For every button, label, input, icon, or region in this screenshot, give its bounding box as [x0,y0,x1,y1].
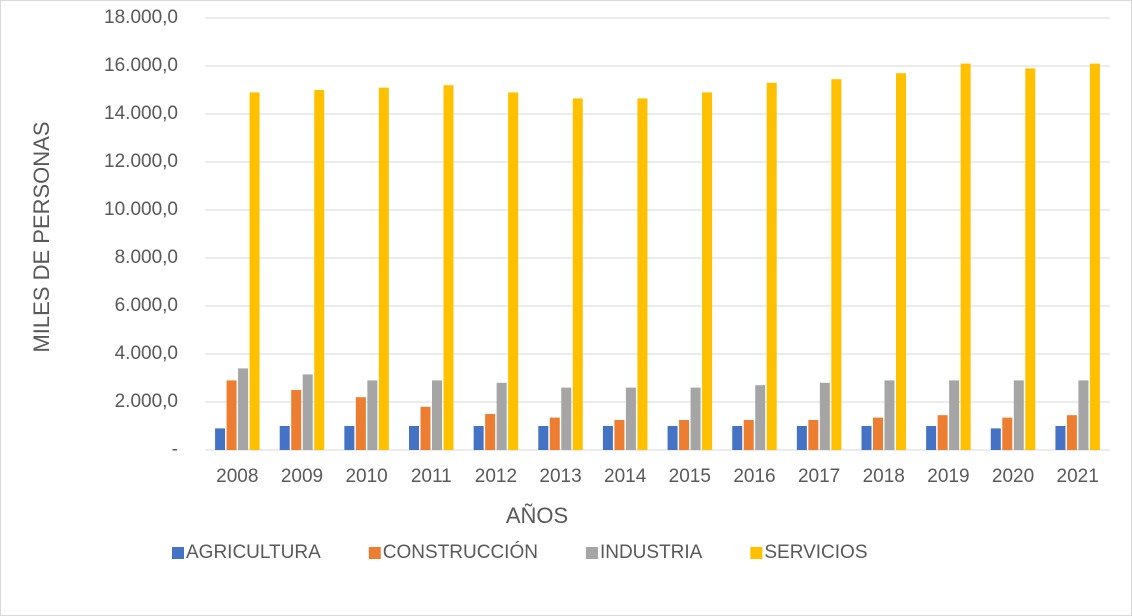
bar [667,426,678,450]
x-tick-label: 2019 [927,466,969,487]
bar [796,426,807,450]
x-axis-title: AÑOS [506,503,568,528]
y-tick-label: 4.000,0 [115,343,178,364]
bar [637,98,648,451]
bar [679,420,690,450]
bar [549,417,560,450]
bar [420,406,431,450]
y-axis-title: MILES DE PERSONAS [29,121,54,352]
bar [496,382,507,450]
bar [473,426,484,450]
y-tick-label: 16.000,0 [104,55,178,76]
bar [355,397,366,450]
bar [1013,380,1024,450]
bar [861,426,872,450]
x-tick-label: 2017 [798,466,840,487]
bar [755,385,766,450]
bar [884,380,895,450]
bar [1055,426,1066,450]
legend-label: AGRICULTURA [186,542,321,563]
bar [249,92,260,451]
x-tick-label: 2014 [604,466,647,487]
bar [561,387,572,450]
bar [732,426,743,450]
legend-swatch [585,547,598,559]
bar [226,380,237,450]
bar [831,79,842,450]
bar [819,382,830,450]
legend-swatch [172,547,184,559]
legend-label: INDUSTRIA [600,542,703,563]
bar [1066,415,1077,450]
bar [344,426,355,450]
bar [572,98,583,451]
x-tick-label: 2010 [345,466,387,487]
bar [808,420,819,450]
bar [1025,68,1036,451]
legend-label: CONSTRUCCIÓN [383,541,538,563]
x-tick-label: 2020 [992,466,1034,487]
x-tick-label: 2016 [733,466,775,487]
bar [896,73,906,450]
y-tick-label: 6.000,0 [115,295,178,316]
bar [443,85,454,450]
bar [432,380,442,450]
y-tick-label: 2.000,0 [115,391,178,412]
bar [538,426,549,450]
bar [949,380,960,450]
x-tick-label: 2011 [411,466,452,487]
y-tick-label: 12.000,0 [104,151,178,172]
x-tick-label: 2013 [539,466,581,487]
x-tick-label: 2009 [281,466,323,487]
bar [508,92,519,451]
bar [1078,380,1089,450]
bar [926,426,937,450]
x-tick-label: 2015 [669,466,711,487]
x-tick-label: 2021 [1057,466,1099,487]
bar [766,82,777,451]
y-tick-label: 8.000,0 [115,247,178,268]
bar [990,428,1001,450]
bar [625,387,636,450]
bar [314,90,325,450]
bar [743,420,754,450]
y-tick-label: 18.000,0 [104,7,178,28]
y-tick-label: 14.000,0 [104,103,178,124]
y-tick-label: - [172,439,178,460]
bar [485,414,496,450]
bar [690,387,701,450]
bar [1002,417,1013,450]
bar [279,426,290,450]
bar [409,426,419,450]
y-tick-label: 10.000,0 [104,199,178,220]
bar [367,380,378,450]
bar [873,417,883,450]
x-tick-label: 2018 [863,466,905,487]
bar [614,420,625,450]
bar [937,415,948,450]
bar [215,428,226,450]
bar [960,63,971,450]
bar [238,368,249,450]
bar [302,374,313,450]
bar [291,390,302,450]
x-tick-label: 2008 [216,466,258,487]
bar [702,92,713,451]
bar [602,426,613,450]
bar [378,87,389,450]
bar [1089,63,1100,450]
x-tick-label: 2012 [475,466,517,487]
legend-swatch [750,547,763,559]
legend-swatch [368,547,381,559]
legend-label: SERVICIOS [764,542,867,563]
